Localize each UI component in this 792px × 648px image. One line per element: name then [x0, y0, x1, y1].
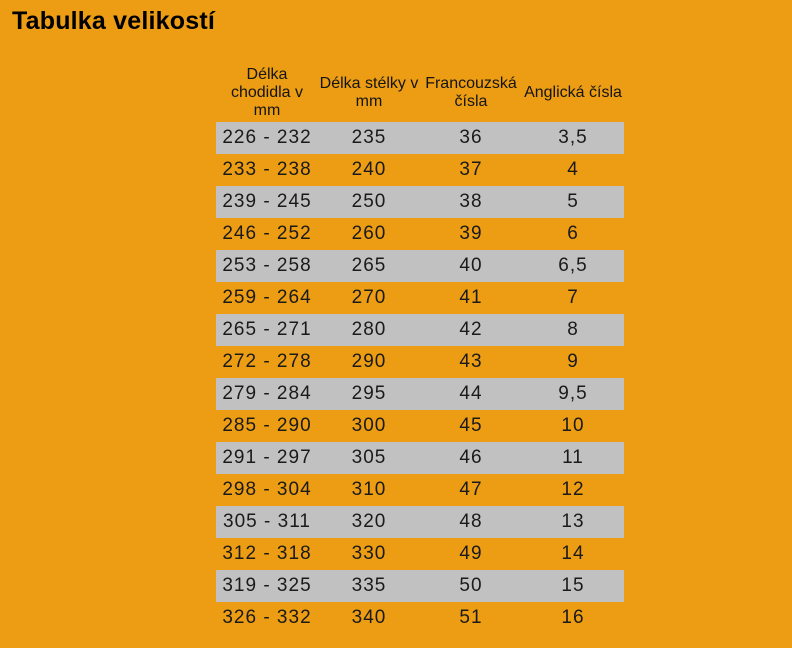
table-cell: 51	[459, 607, 483, 628]
table-cell: 233 - 238	[222, 159, 312, 180]
table-cell: 41	[459, 287, 483, 308]
table-cell: 305 - 311	[216, 506, 318, 538]
size-table-body: 226 - 232 235 36 3,5 233 - 238 240 37 4 239 - 24…	[216, 122, 624, 634]
table-cell: 47	[459, 479, 483, 500]
table-cell: 14	[561, 543, 585, 564]
table-cell: 36	[420, 122, 522, 154]
table-row: 312 - 318 330 49 14	[216, 538, 624, 570]
table-cell: 3,5	[522, 122, 624, 154]
table-header-row: Délka chodidla v mm Délka stélky v mm Fran…	[216, 60, 624, 122]
table-cell: 260	[351, 223, 387, 244]
table-cell: 279 - 284	[216, 378, 318, 410]
table-cell: 9	[567, 351, 579, 372]
table-cell: 295	[318, 378, 420, 410]
table-cell: 40	[420, 250, 522, 282]
table-cell: 9,5	[522, 378, 624, 410]
size-table-container: Délka chodidla v mm Délka stélky v mm Fran…	[216, 60, 624, 634]
table-cell: 291 - 297	[216, 442, 318, 474]
page-title: Tabulka velikostí	[12, 7, 216, 35]
table-cell: 45	[459, 415, 483, 436]
table-cell: 272 - 278	[222, 351, 312, 372]
table-row: 298 - 304 310 47 12	[216, 474, 624, 506]
table-cell: 312 - 318	[222, 543, 312, 564]
table-cell: 285 - 290	[222, 415, 312, 436]
table-cell: 11	[522, 442, 624, 474]
table-cell: 270	[351, 287, 387, 308]
table-row: 253 - 258 265 40 6,5	[216, 250, 624, 282]
table-cell: 15	[522, 570, 624, 602]
table-row: 226 - 232 235 36 3,5	[216, 122, 624, 154]
table-cell: 335	[318, 570, 420, 602]
table-cell: 253 - 258	[216, 250, 318, 282]
table-cell: 280	[318, 314, 420, 346]
table-cell: 49	[459, 543, 483, 564]
table-cell: 246 - 252	[222, 223, 312, 244]
table-row: 279 - 284 295 44 9,5	[216, 378, 624, 410]
table-cell: 226 - 232	[216, 122, 318, 154]
table-row: 233 - 238 240 37 4	[216, 154, 624, 186]
column-header: Délka stélky v mm	[319, 75, 419, 110]
table-cell: 13	[522, 506, 624, 538]
table-cell: 16	[561, 607, 585, 628]
table-row: 239 - 245 250 38 5	[216, 186, 624, 218]
table-cell: 330	[351, 543, 387, 564]
table-cell: 326 - 332	[222, 607, 312, 628]
table-cell: 319 - 325	[216, 570, 318, 602]
size-table-header: Délka chodidla v mm Délka stélky v mm Fran…	[216, 60, 624, 122]
table-cell: 50	[420, 570, 522, 602]
table-cell: 250	[318, 186, 420, 218]
table-row: 265 - 271 280 42 8	[216, 314, 624, 346]
table-cell: 10	[561, 415, 585, 436]
table-row: 259 - 264 270 41 7	[216, 282, 624, 314]
table-row: 246 - 252 260 39 6	[216, 218, 624, 250]
table-cell: 235	[318, 122, 420, 154]
column-header: Anglická čísla	[524, 84, 622, 101]
table-cell: 43	[459, 351, 483, 372]
column-header: Francouzská čísla	[425, 75, 517, 110]
table-cell: 259 - 264	[222, 287, 312, 308]
table-row: 319 - 325 335 50 15	[216, 570, 624, 602]
table-cell: 290	[351, 351, 387, 372]
table-cell: 6	[567, 223, 579, 244]
table-cell: 310	[351, 479, 387, 500]
table-cell: 320	[318, 506, 420, 538]
table-cell: 46	[420, 442, 522, 474]
table-cell: 340	[351, 607, 387, 628]
size-table: Délka chodidla v mm Délka stélky v mm Fran…	[216, 60, 624, 634]
table-cell: 8	[522, 314, 624, 346]
table-cell: 7	[567, 287, 579, 308]
table-row: 291 - 297 305 46 11	[216, 442, 624, 474]
table-cell: 300	[351, 415, 387, 436]
table-row: 285 - 290 300 45 10	[216, 410, 624, 442]
table-row: 305 - 311 320 48 13	[216, 506, 624, 538]
table-cell: 5	[522, 186, 624, 218]
table-cell: 265	[318, 250, 420, 282]
table-cell: 48	[420, 506, 522, 538]
table-cell: 265 - 271	[216, 314, 318, 346]
table-cell: 4	[567, 159, 579, 180]
table-cell: 39	[459, 223, 483, 244]
table-cell: 12	[561, 479, 585, 500]
table-row: 272 - 278 290 43 9	[216, 346, 624, 378]
table-cell: 240	[351, 159, 387, 180]
column-header: Délka chodidla v mm	[230, 66, 304, 119]
table-cell: 44	[420, 378, 522, 410]
table-cell: 305	[318, 442, 420, 474]
table-cell: 298 - 304	[222, 479, 312, 500]
table-cell: 37	[459, 159, 483, 180]
table-cell: 239 - 245	[216, 186, 318, 218]
table-cell: 42	[420, 314, 522, 346]
table-cell: 6,5	[522, 250, 624, 282]
table-cell: 38	[420, 186, 522, 218]
table-row: 326 - 332 340 51 16	[216, 602, 624, 634]
